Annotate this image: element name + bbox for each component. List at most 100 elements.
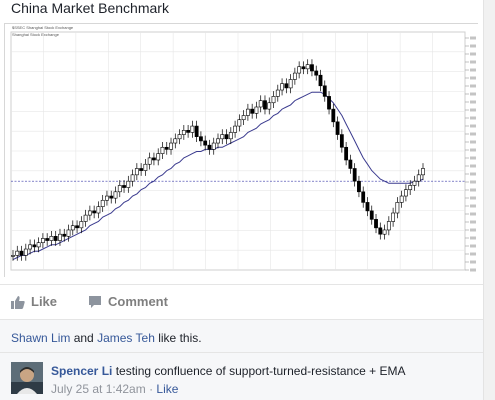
candle <box>40 233 45 248</box>
comment-bubble-icon <box>88 295 102 312</box>
candle <box>275 84 280 102</box>
candle <box>83 209 88 227</box>
feedback-section: Shawn Lim and James Teh like this. Spenc… <box>0 320 495 400</box>
candle <box>228 127 233 145</box>
candle <box>190 120 195 138</box>
candle <box>199 131 203 147</box>
candle <box>134 163 139 181</box>
comment-author-link[interactable]: Spencer Li <box>51 364 113 378</box>
candle <box>233 120 237 138</box>
candle <box>139 163 144 176</box>
candle <box>207 139 212 155</box>
meta-separator: · <box>145 382 157 396</box>
candle <box>416 169 421 187</box>
candle <box>152 152 156 166</box>
candle <box>92 205 97 219</box>
candle <box>245 103 250 121</box>
candle <box>147 152 152 170</box>
candle <box>66 224 71 242</box>
candle <box>280 78 284 96</box>
candle <box>382 224 387 240</box>
candle <box>96 201 101 219</box>
candle <box>87 205 92 221</box>
comment-text: testing confluence of support-turned-res… <box>112 364 406 378</box>
candle <box>32 239 37 253</box>
candle <box>318 69 323 92</box>
candle <box>421 163 425 181</box>
candle <box>156 148 161 166</box>
candle <box>404 184 408 202</box>
candle <box>28 239 32 255</box>
candle <box>70 220 75 236</box>
candle <box>113 186 118 204</box>
candle <box>292 67 297 85</box>
thumbs-up-icon <box>11 295 25 312</box>
candle <box>109 190 114 204</box>
candle <box>348 154 353 174</box>
candle <box>241 110 246 126</box>
likes-and: and <box>70 331 98 345</box>
candle <box>164 141 169 155</box>
candle <box>15 245 20 261</box>
candle <box>143 158 148 176</box>
divider <box>0 352 495 353</box>
comment-timestamp[interactable]: July 25 at 1:42am <box>51 382 146 396</box>
candle <box>258 95 263 113</box>
candle <box>45 233 50 246</box>
post-title: China Market Benchmark <box>11 0 169 16</box>
candle <box>271 91 276 109</box>
candle <box>263 95 267 115</box>
candle <box>130 169 135 187</box>
candle <box>49 231 54 246</box>
candle <box>352 163 357 187</box>
candle <box>117 180 122 198</box>
comment-body: Spencer Li testing confluence of support… <box>51 364 406 378</box>
candle <box>36 237 41 253</box>
candle <box>126 175 131 193</box>
post-actions-bar: Like Comment <box>0 284 495 320</box>
candle <box>327 91 331 115</box>
candle <box>322 80 327 102</box>
chart-header-line1: $SSEC Shanghai Stock Exchange <box>12 25 74 30</box>
chart-grid <box>11 32 465 270</box>
candle <box>250 103 255 119</box>
candle <box>173 133 178 149</box>
candle <box>288 74 293 94</box>
stock-chart: $SSEC Shanghai Stock Exchange Shanghai S… <box>5 24 479 278</box>
liker-link-1[interactable]: Shawn Lim <box>11 331 71 345</box>
candle <box>220 129 225 145</box>
likes-suffix: like this. <box>154 331 202 345</box>
candle <box>357 175 361 198</box>
chart-header-line2: Shanghai Stock Exchange <box>12 32 60 37</box>
candle <box>11 250 15 261</box>
comment-meta: July 25 at 1:42am · Like <box>51 382 178 396</box>
scrollbar[interactable] <box>483 0 495 400</box>
candle <box>79 216 84 234</box>
candle <box>386 216 391 236</box>
candle <box>19 245 24 261</box>
chart-y-axis <box>465 36 476 272</box>
candle <box>62 228 67 242</box>
candle <box>399 190 404 208</box>
candle <box>100 194 105 212</box>
candle <box>160 141 165 159</box>
liker-link-2[interactable]: James Teh <box>97 331 155 345</box>
candle <box>335 116 340 140</box>
candle <box>408 180 413 195</box>
candle <box>310 59 314 77</box>
candle <box>331 103 336 128</box>
candle <box>58 228 62 246</box>
candle <box>412 175 417 191</box>
candle <box>305 59 310 75</box>
candle <box>378 222 383 240</box>
candle <box>254 101 259 119</box>
candle <box>23 243 28 261</box>
chart-image[interactable]: $SSEC Shanghai Stock Exchange Shanghai S… <box>4 23 479 278</box>
candle <box>186 125 191 138</box>
avatar[interactable] <box>11 362 43 394</box>
comment-like-link[interactable]: Like <box>156 382 179 396</box>
candle <box>369 205 374 225</box>
candle <box>314 65 319 81</box>
candle <box>267 97 272 115</box>
likes-summary: Shawn Lim and James Teh like this. <box>11 331 202 345</box>
